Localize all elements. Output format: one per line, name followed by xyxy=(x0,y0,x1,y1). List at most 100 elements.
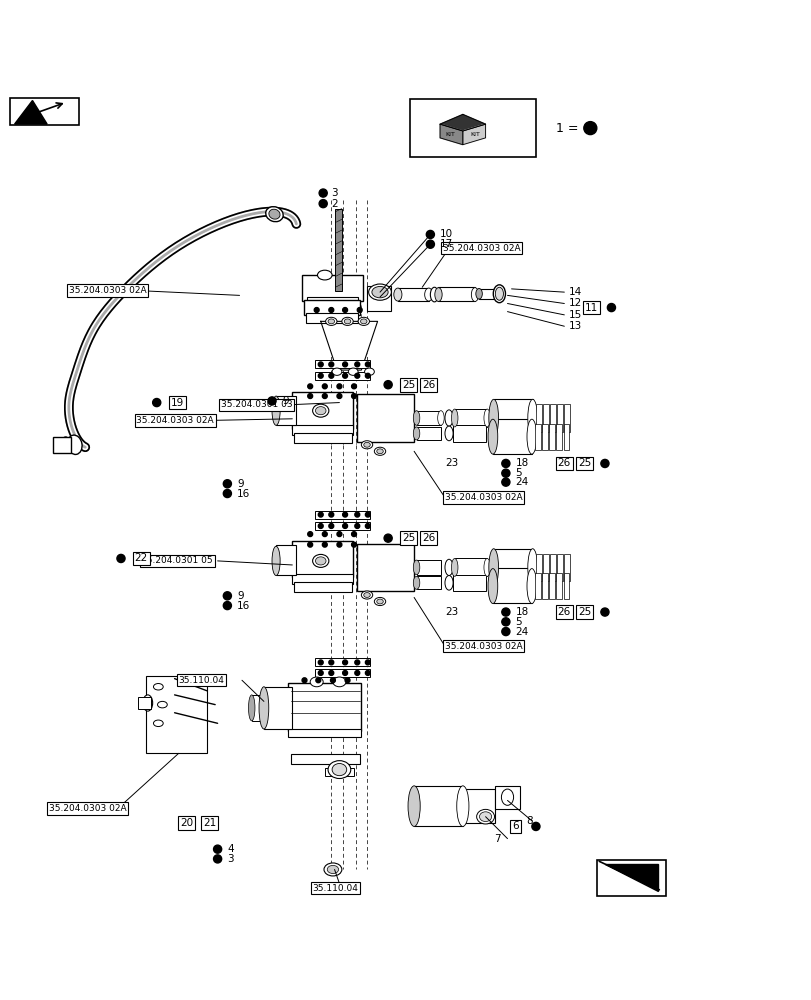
FancyBboxPatch shape xyxy=(534,424,540,450)
Circle shape xyxy=(322,542,327,547)
Ellipse shape xyxy=(67,435,82,454)
Text: 15: 15 xyxy=(568,310,581,320)
Circle shape xyxy=(318,524,323,528)
Circle shape xyxy=(365,362,370,367)
Ellipse shape xyxy=(315,557,326,565)
Ellipse shape xyxy=(444,576,453,590)
Circle shape xyxy=(223,592,231,600)
Ellipse shape xyxy=(325,317,337,325)
FancyBboxPatch shape xyxy=(324,768,354,776)
Text: 17: 17 xyxy=(440,239,453,249)
FancyBboxPatch shape xyxy=(357,544,414,591)
Circle shape xyxy=(365,512,370,517)
Text: 13: 13 xyxy=(568,321,581,331)
Ellipse shape xyxy=(487,569,497,604)
FancyBboxPatch shape xyxy=(493,549,532,586)
Circle shape xyxy=(342,373,347,378)
Text: 3: 3 xyxy=(227,854,234,864)
Circle shape xyxy=(365,373,370,378)
FancyBboxPatch shape xyxy=(416,411,440,425)
Ellipse shape xyxy=(62,437,71,453)
Circle shape xyxy=(600,608,608,616)
Text: 4: 4 xyxy=(227,844,234,854)
Circle shape xyxy=(318,373,323,378)
Circle shape xyxy=(600,459,608,468)
FancyBboxPatch shape xyxy=(288,729,361,737)
Ellipse shape xyxy=(444,410,453,426)
Circle shape xyxy=(318,660,323,665)
Ellipse shape xyxy=(413,576,419,589)
Circle shape xyxy=(307,532,312,537)
Ellipse shape xyxy=(324,863,341,876)
FancyBboxPatch shape xyxy=(10,98,79,125)
Circle shape xyxy=(328,373,333,378)
FancyBboxPatch shape xyxy=(416,427,440,440)
Ellipse shape xyxy=(327,865,338,874)
Text: 9: 9 xyxy=(237,479,243,489)
Circle shape xyxy=(328,660,333,665)
FancyBboxPatch shape xyxy=(315,372,370,380)
Ellipse shape xyxy=(143,695,152,711)
Ellipse shape xyxy=(153,684,163,690)
Circle shape xyxy=(307,384,312,389)
Ellipse shape xyxy=(328,761,350,779)
FancyBboxPatch shape xyxy=(550,404,555,432)
FancyBboxPatch shape xyxy=(556,554,562,581)
FancyBboxPatch shape xyxy=(543,554,548,581)
Ellipse shape xyxy=(360,319,367,324)
FancyBboxPatch shape xyxy=(315,511,370,519)
Ellipse shape xyxy=(315,407,326,415)
Circle shape xyxy=(307,542,312,547)
FancyBboxPatch shape xyxy=(304,300,359,315)
Text: 3: 3 xyxy=(331,188,337,198)
Circle shape xyxy=(351,542,356,547)
Circle shape xyxy=(315,678,320,683)
Ellipse shape xyxy=(268,209,280,219)
FancyBboxPatch shape xyxy=(416,560,440,575)
Circle shape xyxy=(337,394,341,398)
Text: 35.204.0301 03: 35.204.0301 03 xyxy=(221,400,292,409)
Text: 35.204.0303 02A: 35.204.0303 02A xyxy=(442,244,520,253)
FancyBboxPatch shape xyxy=(53,437,71,453)
Circle shape xyxy=(365,660,370,665)
Ellipse shape xyxy=(413,427,419,440)
Ellipse shape xyxy=(363,593,370,597)
Ellipse shape xyxy=(451,558,457,576)
Text: 2: 2 xyxy=(331,199,337,209)
Circle shape xyxy=(365,524,370,528)
Ellipse shape xyxy=(248,695,255,721)
Ellipse shape xyxy=(312,554,328,567)
FancyBboxPatch shape xyxy=(251,695,266,721)
Ellipse shape xyxy=(407,786,420,826)
Ellipse shape xyxy=(527,399,537,437)
Ellipse shape xyxy=(157,701,167,708)
Ellipse shape xyxy=(333,677,345,687)
FancyBboxPatch shape xyxy=(290,754,359,764)
Polygon shape xyxy=(440,114,485,131)
Ellipse shape xyxy=(424,288,432,301)
Ellipse shape xyxy=(374,597,385,606)
FancyBboxPatch shape xyxy=(306,313,358,323)
FancyBboxPatch shape xyxy=(462,789,495,823)
Text: KIT: KIT xyxy=(445,132,455,137)
FancyBboxPatch shape xyxy=(276,396,296,425)
Text: 24: 24 xyxy=(515,477,528,487)
Text: 23: 23 xyxy=(444,458,457,468)
Ellipse shape xyxy=(527,549,537,586)
FancyBboxPatch shape xyxy=(292,425,353,435)
FancyBboxPatch shape xyxy=(397,288,428,301)
Ellipse shape xyxy=(501,789,513,805)
Text: 26: 26 xyxy=(422,380,435,390)
Circle shape xyxy=(342,512,347,517)
Text: 35.204.0301 05: 35.204.0301 05 xyxy=(141,556,212,565)
Circle shape xyxy=(501,478,509,486)
FancyBboxPatch shape xyxy=(556,404,562,432)
Ellipse shape xyxy=(483,558,490,576)
FancyBboxPatch shape xyxy=(542,573,547,599)
FancyBboxPatch shape xyxy=(307,297,358,305)
FancyBboxPatch shape xyxy=(315,658,370,666)
Text: 35.110.04: 35.110.04 xyxy=(178,676,224,685)
Circle shape xyxy=(384,534,392,542)
Ellipse shape xyxy=(332,763,346,776)
Text: 5: 5 xyxy=(515,617,521,627)
